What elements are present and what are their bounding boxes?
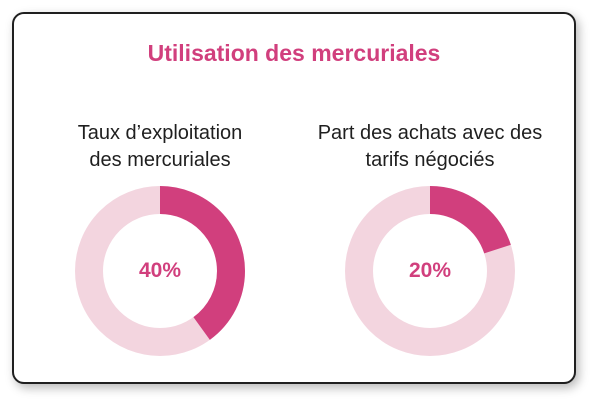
donut-filled-slice (75, 186, 245, 356)
donut-label-tarifs: Part des achats avec des tarifs négociés (300, 120, 560, 174)
donut-chart-tarifs: 20% (345, 186, 515, 356)
chart-title: Utilisation des mercuriales (147, 40, 441, 66)
donut-filled-slice (345, 186, 515, 356)
donut-label-exploitation: Taux d’exploitation des mercuriales (30, 120, 290, 174)
donut-value-label: 20% (408, 259, 452, 282)
donut-label-line: tarifs négociés (365, 149, 495, 171)
donut-label-line: Taux d’exploitation (77, 122, 243, 144)
donut-svg (345, 186, 515, 356)
donut-panel-exploitation: Taux d’exploitation des mercuriales 40% (30, 120, 290, 370)
chart-card: Utilisation des mercuriales Taux d’explo… (12, 12, 576, 384)
donut-chart-exploitation: 40% (75, 186, 245, 356)
donut-value-label: 40% (138, 259, 182, 282)
donut-svg (75, 186, 245, 356)
donut-panel-tarifs: Part des achats avec des tarifs négociés… (300, 120, 560, 370)
donut-label-line: Part des achats avec des (317, 122, 543, 144)
donut-label-line: des mercuriales (89, 149, 231, 171)
